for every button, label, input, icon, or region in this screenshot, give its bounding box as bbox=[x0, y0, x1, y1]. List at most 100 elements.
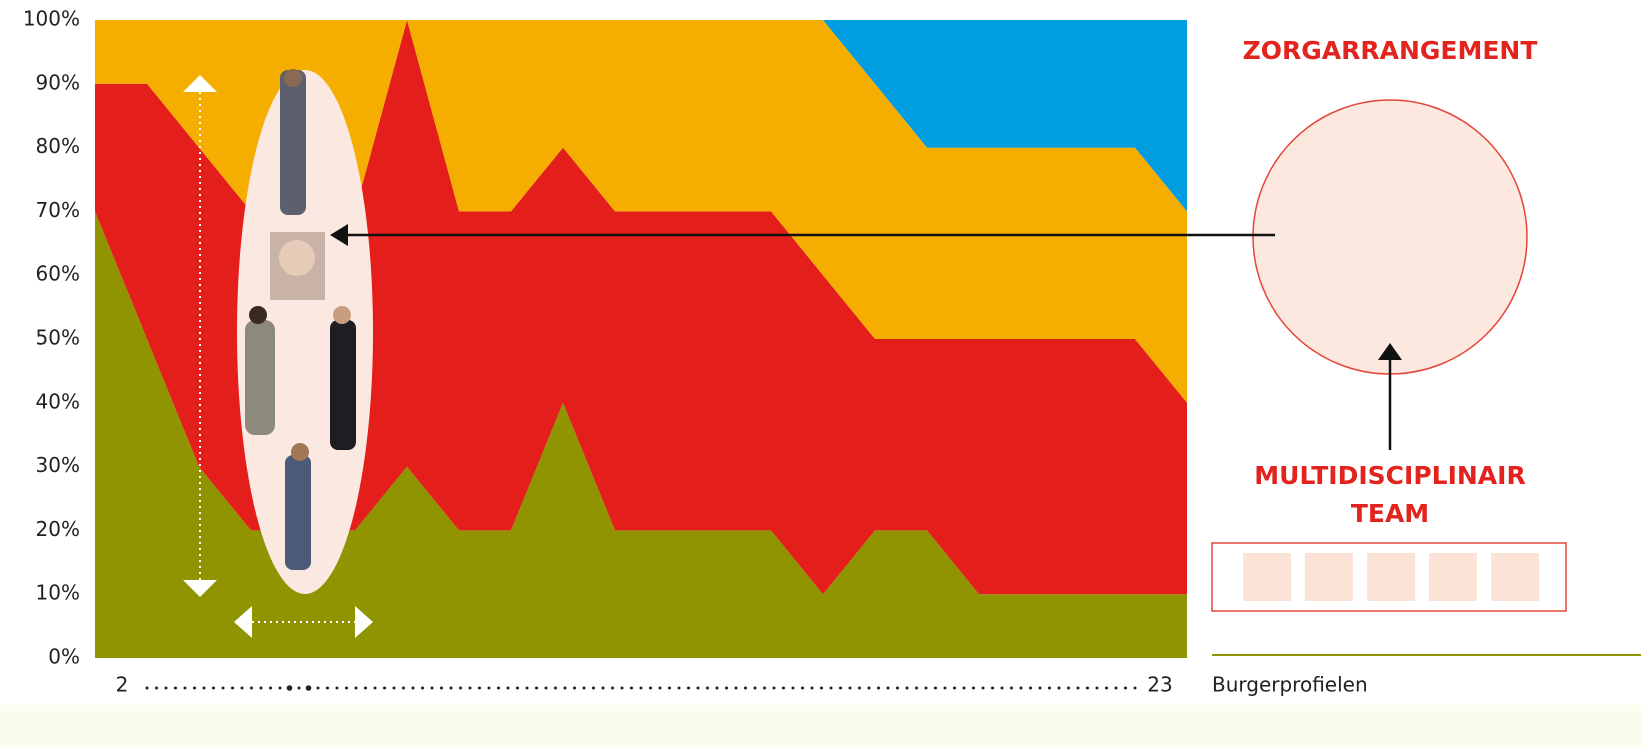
axis-dot bbox=[554, 686, 557, 690]
zorgarrangement-circle bbox=[1252, 99, 1528, 375]
x-tick-label: 2 bbox=[116, 673, 129, 697]
axis-dot bbox=[221, 686, 225, 690]
axis-dot bbox=[753, 686, 757, 690]
axis-dot bbox=[1010, 686, 1013, 690]
axis-dot bbox=[1038, 686, 1042, 690]
spread-arrows bbox=[183, 75, 373, 638]
arrow-head bbox=[330, 224, 348, 246]
axis-dot bbox=[305, 685, 312, 691]
annotation: TEAM bbox=[1351, 499, 1429, 528]
axis-dot bbox=[430, 686, 434, 690]
axis-dot bbox=[326, 686, 329, 690]
axis-dot bbox=[744, 686, 747, 690]
axis-dot bbox=[668, 686, 671, 690]
axis-dot bbox=[316, 686, 320, 690]
y-tick-label: 50% bbox=[36, 326, 80, 350]
axis-dot bbox=[250, 686, 253, 690]
axis-dot bbox=[535, 686, 538, 690]
axis-dot bbox=[525, 686, 529, 690]
axis-dot bbox=[715, 686, 719, 690]
axis-dot bbox=[649, 686, 652, 690]
y-tick-label: 30% bbox=[36, 453, 80, 477]
axis-dot bbox=[829, 686, 833, 690]
axis-dot bbox=[801, 686, 804, 690]
axis-dot bbox=[905, 686, 909, 690]
axis-dot bbox=[240, 686, 244, 690]
axis-dot bbox=[706, 686, 709, 690]
axis-dot bbox=[639, 686, 643, 690]
axis-dot bbox=[782, 686, 785, 690]
arrow-head bbox=[1378, 343, 1402, 360]
axis-dot bbox=[620, 686, 624, 690]
axis-dot bbox=[231, 686, 234, 690]
axis-dot bbox=[611, 686, 614, 690]
axis-dot bbox=[440, 686, 443, 690]
axis-dot bbox=[1114, 686, 1118, 690]
axis-dot bbox=[373, 686, 377, 690]
axis-dot bbox=[392, 686, 396, 690]
axis-dot bbox=[962, 686, 966, 690]
area bbox=[95, 20, 1187, 403]
axis-dot bbox=[848, 686, 852, 690]
axis-dot bbox=[630, 686, 633, 690]
axis-dot bbox=[1057, 686, 1061, 690]
axis-dot bbox=[677, 686, 681, 690]
axis-dot bbox=[934, 686, 937, 690]
axis-dot bbox=[924, 686, 928, 690]
y-tick-label: 40% bbox=[36, 389, 80, 413]
axis-dot bbox=[1086, 686, 1089, 690]
axis-dot bbox=[734, 686, 738, 690]
team-slots bbox=[1243, 553, 1539, 601]
axis-dot bbox=[145, 686, 149, 690]
annotation: MULTIDISCIPLINAIR bbox=[1254, 461, 1525, 490]
axis-dot bbox=[402, 686, 405, 690]
axis-dot bbox=[791, 686, 795, 690]
y-tick-label: 10% bbox=[36, 581, 80, 605]
axis-dot bbox=[478, 686, 481, 690]
axis-dot bbox=[335, 686, 339, 690]
axis-dot bbox=[259, 686, 263, 690]
axis-dot bbox=[687, 686, 690, 690]
axis-dot bbox=[383, 686, 386, 690]
axis-dot bbox=[696, 686, 700, 690]
axis-dot bbox=[1029, 686, 1032, 690]
y-tick-label: 80% bbox=[36, 134, 80, 158]
area bbox=[95, 211, 1187, 658]
axis-dot bbox=[810, 686, 814, 690]
axis-dot bbox=[582, 686, 586, 690]
axis-dot bbox=[364, 686, 367, 690]
axis-dot bbox=[725, 686, 728, 690]
axis-dot bbox=[183, 686, 187, 690]
y-tick-label: 0% bbox=[48, 645, 80, 669]
axis-dot bbox=[563, 686, 567, 690]
axis-dot bbox=[164, 686, 168, 690]
axis-dot bbox=[820, 686, 823, 690]
axis-dot bbox=[497, 686, 500, 690]
figures bbox=[245, 69, 356, 570]
axis-dot bbox=[286, 685, 293, 691]
area bbox=[95, 20, 1187, 212]
y-tick-label: 60% bbox=[36, 262, 80, 286]
axis-dot bbox=[839, 686, 842, 690]
axis-dot bbox=[601, 686, 605, 690]
axis-dot bbox=[763, 686, 766, 690]
axis-dot bbox=[1133, 686, 1137, 690]
axis-dot bbox=[1019, 686, 1023, 690]
axis-dot bbox=[544, 686, 548, 690]
axis-dot bbox=[269, 686, 272, 690]
areas bbox=[95, 20, 1187, 658]
axis-dot bbox=[297, 686, 301, 690]
axis-dot bbox=[278, 686, 282, 690]
axis-dot bbox=[943, 686, 947, 690]
axis-dot bbox=[877, 686, 880, 690]
axis-dot bbox=[1095, 686, 1099, 690]
axis-dot bbox=[858, 686, 861, 690]
x-axis-label: Burgerprofielen bbox=[1212, 673, 1368, 697]
axis-dot bbox=[421, 686, 424, 690]
axis-dot bbox=[459, 686, 462, 690]
axis-dot bbox=[345, 686, 348, 690]
axis-dot bbox=[1000, 686, 1004, 690]
axis-dot bbox=[487, 686, 491, 690]
